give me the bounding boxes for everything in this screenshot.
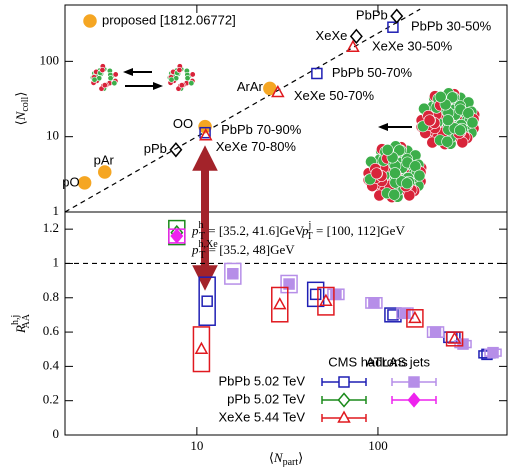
point-label: OO [173, 116, 193, 131]
nucleon [185, 75, 190, 80]
annotation-rest: = [35.2, 48]GeV [205, 242, 295, 257]
point-label: XeXe [316, 28, 348, 43]
point [431, 327, 441, 337]
annotation-rest: = [35.2, 41.6]GeV [205, 223, 305, 238]
y-tick-label: 100 [40, 52, 60, 67]
y-tick-label: 1 [53, 254, 60, 269]
nucleon [190, 72, 195, 77]
point-label: ArAr [237, 79, 264, 94]
nucleon [442, 115, 453, 126]
point [196, 343, 207, 353]
point-label: XeXe 70-80% [216, 139, 297, 154]
point-label: pPb [144, 141, 167, 156]
y-axis-title-sup: h,j [10, 315, 21, 325]
nucleon [177, 67, 182, 72]
legend-label: proposed [1812.06772] [102, 12, 236, 27]
y-tick-label: 0.6 [43, 323, 60, 338]
point [228, 269, 238, 279]
annotation-rest: = [100, 112]GeV [313, 223, 406, 238]
frame [65, 5, 507, 435]
error-box [193, 327, 209, 372]
nucleus [90, 64, 118, 92]
nucleon [189, 80, 194, 85]
nucleus [363, 141, 427, 203]
y-axis-title: ⟨Ncoll⟩ [13, 92, 31, 126]
x-axis-title-sub: part [283, 457, 299, 467]
point-label: PbPb 70-90% [221, 122, 302, 137]
point [391, 10, 402, 23]
legend-header: ATLAS jets [366, 354, 431, 369]
point-label: XeXe 30-50% [372, 39, 453, 54]
nucleon [371, 168, 382, 179]
point [312, 68, 322, 78]
y-tick-label: 10 [46, 128, 59, 143]
nucleon [113, 72, 118, 77]
nucleon [414, 170, 425, 181]
legend-marker [409, 377, 419, 387]
nucleon [108, 75, 113, 80]
nucleon [382, 144, 393, 155]
point-label: PbPb [356, 8, 388, 23]
x-axis-title-close: ⟩ [298, 450, 303, 465]
point-label: XeXe 50-70% [294, 88, 375, 103]
nucleon [112, 80, 117, 85]
x-axis-title: ⟨Npart⟩ [269, 450, 303, 467]
nucleon [454, 125, 465, 136]
legend-label: PbPb 5.02 TeV [219, 373, 306, 388]
nucleon [179, 83, 184, 88]
y-axis-title: Rh,jAA [10, 313, 32, 334]
nucleon [401, 178, 412, 189]
legend-marker [339, 377, 349, 387]
point-label: pO [62, 174, 79, 189]
nucleon [424, 115, 435, 126]
nucleus [167, 64, 195, 92]
legend-label: pPb 5.02 TeV [227, 391, 305, 406]
nucleon [435, 91, 446, 102]
point-label: pAr [94, 152, 115, 167]
nucleon [442, 136, 453, 147]
x-tick-label: 100 [368, 438, 388, 453]
annotation-sup: h [199, 220, 204, 231]
point [311, 289, 321, 299]
point-label: PbPb 50-70% [332, 65, 413, 80]
y-tick-label: 0.8 [43, 289, 59, 304]
y-tick-label: 1.2 [43, 220, 59, 235]
nucleon [389, 189, 400, 200]
nucleon [467, 117, 478, 128]
legend-label: XeXe 5.44 TeV [219, 409, 306, 424]
y-axis-title-close: ⟩ [13, 92, 28, 97]
point [488, 348, 498, 358]
y-tick-label: 1 [53, 203, 60, 218]
nucleon [92, 77, 97, 82]
point-label: PbPb 30-50% [411, 19, 492, 34]
point [409, 312, 420, 322]
figure: 110100⟨Ncoll⟩proposed [1812.06772]pOpArO… [0, 0, 519, 467]
nucleon [389, 168, 400, 179]
y-axis-title-sub: AA [21, 313, 32, 328]
y-axis-title-sub: coll [20, 96, 31, 111]
nucleon [100, 67, 105, 72]
legend-marker [339, 394, 350, 407]
x-tick-label: 10 [190, 438, 203, 453]
nucleus [416, 88, 480, 150]
point [79, 177, 91, 189]
nucleon [169, 77, 174, 82]
point [99, 166, 111, 178]
annotation-sup: j [308, 220, 312, 231]
y-tick-label: 0.4 [43, 357, 60, 372]
point [369, 298, 379, 308]
point [274, 299, 285, 309]
point [170, 143, 181, 156]
y-tick-label: 0 [53, 426, 60, 441]
point [202, 296, 212, 306]
nucleon [102, 83, 107, 88]
legend-marker [339, 412, 350, 422]
legend-marker [409, 394, 420, 407]
point [331, 289, 341, 299]
legend-marker [84, 15, 96, 27]
y-tick-label: 0.2 [43, 392, 59, 407]
